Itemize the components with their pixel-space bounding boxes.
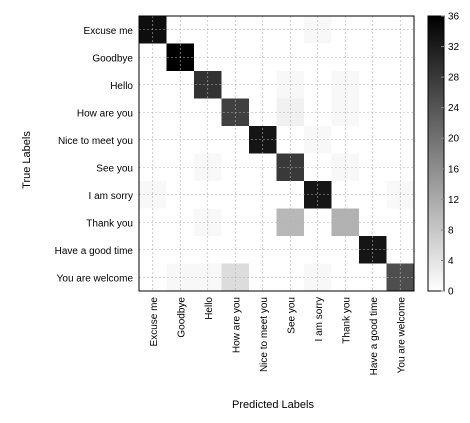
x-tick-label: How are you bbox=[231, 297, 242, 353]
y-tick-label: Have a good time bbox=[55, 246, 134, 257]
y-axis-label: True Labels bbox=[21, 131, 33, 189]
x-tick-label: You are welcome bbox=[396, 297, 407, 374]
x-tick-labels: Excuse me Goodbye Hello How are you Nice to … bbox=[149, 297, 408, 376]
y-tick-label: How are you bbox=[77, 108, 133, 119]
y-tick-labels: Excuse me Goodbye Hello How are you Nice to … bbox=[55, 26, 134, 285]
y-tick-label: Nice to meet you bbox=[58, 136, 133, 147]
colorbar-tick-label: 20 bbox=[448, 134, 460, 145]
y-tick-label: Thank you bbox=[86, 218, 133, 229]
colorbar-tick-label: 16 bbox=[448, 164, 460, 175]
x-tick-label: See you bbox=[286, 297, 297, 334]
x-tick-label: I am sorry bbox=[314, 297, 325, 341]
colorbar bbox=[428, 16, 444, 291]
x-tick-label: Have a good time bbox=[369, 297, 380, 376]
colorbar-tick-label: 36 bbox=[448, 12, 460, 23]
colorbar-tick-label: 4 bbox=[448, 256, 454, 267]
colorbar-tick-label: 0 bbox=[448, 287, 454, 298]
y-tick-label: Hello bbox=[110, 81, 133, 92]
y-tick-label: You are welcome bbox=[57, 273, 134, 284]
x-axis-label: Predicted Labels bbox=[232, 399, 314, 411]
x-tick-label: Goodbye bbox=[176, 297, 187, 338]
colorbar-tick-label: 8 bbox=[448, 225, 454, 236]
x-tick-label: Hello bbox=[204, 297, 215, 320]
y-tick-label: Goodbye bbox=[92, 53, 133, 64]
x-tick-label: Excuse me bbox=[149, 297, 160, 347]
y-tick-label: Excuse me bbox=[84, 26, 134, 37]
colorbar-tick-label: 12 bbox=[448, 195, 460, 206]
colorbar-tick-label: 24 bbox=[448, 103, 460, 114]
x-tick-label: Thank you bbox=[341, 297, 352, 344]
x-tick-label: Nice to meet you bbox=[259, 297, 270, 372]
y-tick-label: See you bbox=[96, 163, 133, 174]
y-tick-label: I am sorry bbox=[89, 191, 133, 202]
colorbar-tick-label: 28 bbox=[448, 73, 460, 84]
colorbar-tick-label: 32 bbox=[448, 42, 460, 53]
